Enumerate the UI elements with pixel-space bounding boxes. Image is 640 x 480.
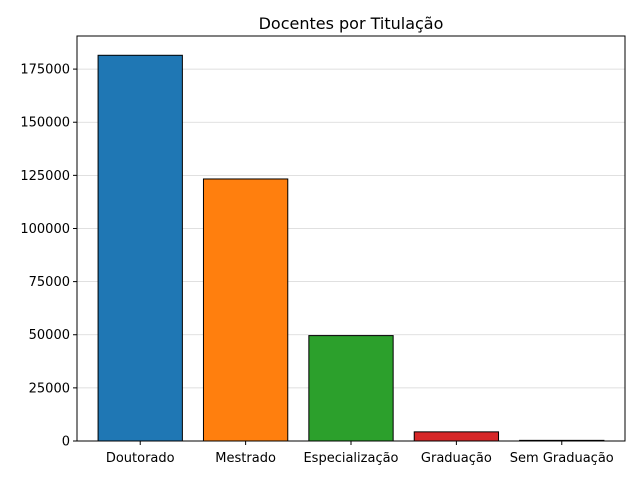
- x-tick-label: Sem Graduação: [510, 451, 614, 466]
- x-axis-ticks: Doutorado Mestrado Especialização Graduação…: [106, 441, 614, 466]
- y-tick-label: 75000: [29, 275, 70, 290]
- chart-title: Docentes por Titulação: [259, 14, 444, 33]
- bar-doutorado: [97, 54, 183, 442]
- y-tick-label: 0: [62, 435, 70, 450]
- plot-frame: [76, 35, 626, 442]
- y-tick-label: 175000: [20, 63, 70, 78]
- bar-mestrado: [202, 178, 289, 442]
- x-tick-label: Mestrado: [215, 451, 276, 466]
- x-tick-label: Doutorado: [106, 451, 175, 466]
- y-tick-label: 25000: [29, 381, 70, 396]
- y-axis-ticks: 0 25000 50000 75000 100000 125000 150000 175000: [20, 63, 77, 450]
- y-tick-label: 50000: [29, 328, 70, 343]
- bar-especializa-o: [308, 335, 394, 442]
- bar-gradua-o: [413, 431, 500, 442]
- x-tick-label: Especialização: [303, 451, 398, 466]
- y-tick-label: 125000: [20, 169, 70, 184]
- y-tick-label: 100000: [20, 222, 70, 237]
- x-tick-label: Graduação: [421, 451, 492, 466]
- y-tick-label: 150000: [20, 116, 70, 131]
